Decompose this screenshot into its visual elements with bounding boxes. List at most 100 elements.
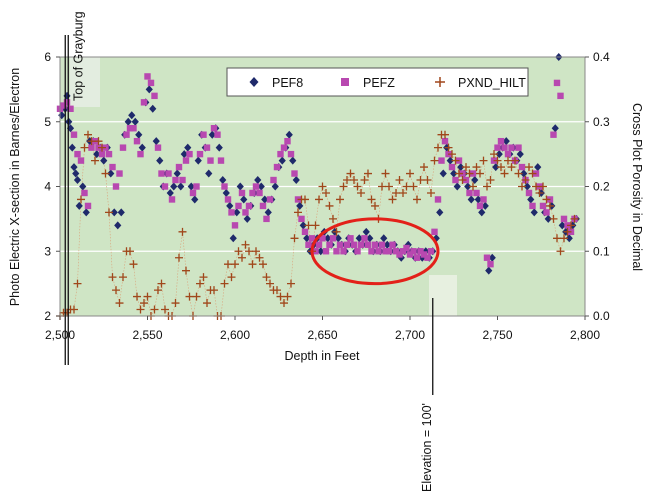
point-PXND_HILT [115,299,124,308]
point-PEFZ [466,189,473,197]
point-PXND_HILT [395,176,404,185]
point-PEFZ [158,170,165,177]
point-PXND_HILT [161,305,169,314]
point-PEF8 [110,208,118,217]
point-PXND_HILT [133,292,141,301]
point-PEFZ [249,189,256,197]
point-PEFZ [322,248,330,255]
point-PEFZ [273,163,281,171]
point-PXND_HILT [441,130,449,139]
point-PEFZ [420,251,428,258]
point-PEFZ [130,125,137,132]
point-PEF8 [523,182,531,191]
y-left-tick-label: 5 [44,115,51,129]
point-PEFZ [165,170,172,177]
point-PXND_HILT [560,234,568,243]
point-PXND_HILT [136,305,145,314]
point-PEFZ [126,125,134,132]
point-PEFZ [280,144,288,151]
point-PEF8 [457,163,465,172]
point-PEF8 [254,176,262,185]
point-PXND_HILT [423,176,432,185]
point-PEFZ [308,235,316,242]
point-PEFZ [123,131,130,138]
point-PXND_HILT [455,169,463,178]
point-PEFZ [382,248,389,255]
point-PEFZ [557,92,564,100]
legend: PEF8 PEFZ PXND_HILT [226,67,529,97]
point-PEFZ [84,202,92,210]
point-PXND_HILT [287,279,295,288]
point-PXND_HILT [304,221,313,230]
point-PEFZ [154,144,162,151]
point-PEFZ [452,176,459,184]
point-PXND_HILT [199,273,208,282]
point-PEF8 [471,176,479,185]
point-PEFZ [74,150,81,158]
point-PEFZ [487,261,494,268]
point-PEF8 [383,240,391,249]
y-left-tick-label: 4 [44,180,51,194]
point-PXND_HILT [388,195,397,204]
point-PEF8 [488,253,496,262]
point-PEFZ [336,241,344,248]
point-PEFZ [431,228,438,236]
point-PEF8 [177,182,185,191]
point-PEFZ [238,189,246,197]
point-PEF8 [66,124,75,133]
point-PXND_HILT [497,163,505,172]
point-PEF8 [166,188,174,197]
point-PXND_HILT [458,176,467,185]
point-PXND_HILT [301,195,309,204]
point-PEF8 [289,156,297,165]
x-tick-label: 2,600 [220,328,250,342]
point-PEF8 [243,214,251,223]
x-tick-label: 2,700 [395,328,425,342]
point-PXND_HILT [486,176,495,185]
point-PEF8 [226,201,234,210]
point-PXND_HILT [84,130,92,139]
point-PXND_HILT [567,221,575,230]
point-PEFZ [441,137,449,145]
point-PXND_HILT [157,279,166,288]
point-PEFZ [361,235,368,242]
point-PXND_HILT [504,156,512,165]
point-PXND_HILT [283,292,292,301]
point-PXND_HILT [346,169,355,178]
y-right-tick-label: 0.2 [593,180,610,194]
point-PXND_HILT [315,195,323,204]
point-PXND_HILT [399,188,407,197]
point-PEFZ [67,105,74,112]
point-PXND_HILT [448,150,456,159]
point-PEFZ [175,163,183,171]
point-PXND_HILT [108,273,117,282]
point-PXND_HILT [98,143,106,152]
point-PXND_HILT [77,195,85,204]
point-PEF8 [362,227,370,236]
point-PEFZ [256,189,263,197]
point-PEFZ [329,235,337,242]
point-PEFZ [399,248,407,255]
point-PEFZ [504,150,512,158]
point-PEF8 [187,182,195,191]
point-PXND_HILT [549,214,558,223]
point-PEF8 [257,182,265,191]
point-PEF8 [453,182,461,191]
point-PEFZ [357,241,365,248]
point-PEF8 [93,150,101,159]
point-PXND_HILT [539,182,547,191]
point-PEFZ [77,157,85,164]
point-PEFZ [291,170,298,177]
point-PXND_HILT [94,137,103,146]
point-PXND_HILT [140,299,148,308]
point-PEF8 [467,195,475,204]
point-PEFZ [147,79,155,87]
grayburg-band [70,57,100,107]
point-PEF8 [215,143,223,152]
point-PEFZ [333,248,340,255]
point-PEFZ [350,241,358,248]
point-PXND_HILT [259,260,267,269]
point-PEF8 [492,163,500,172]
connector-lines [59,133,575,317]
